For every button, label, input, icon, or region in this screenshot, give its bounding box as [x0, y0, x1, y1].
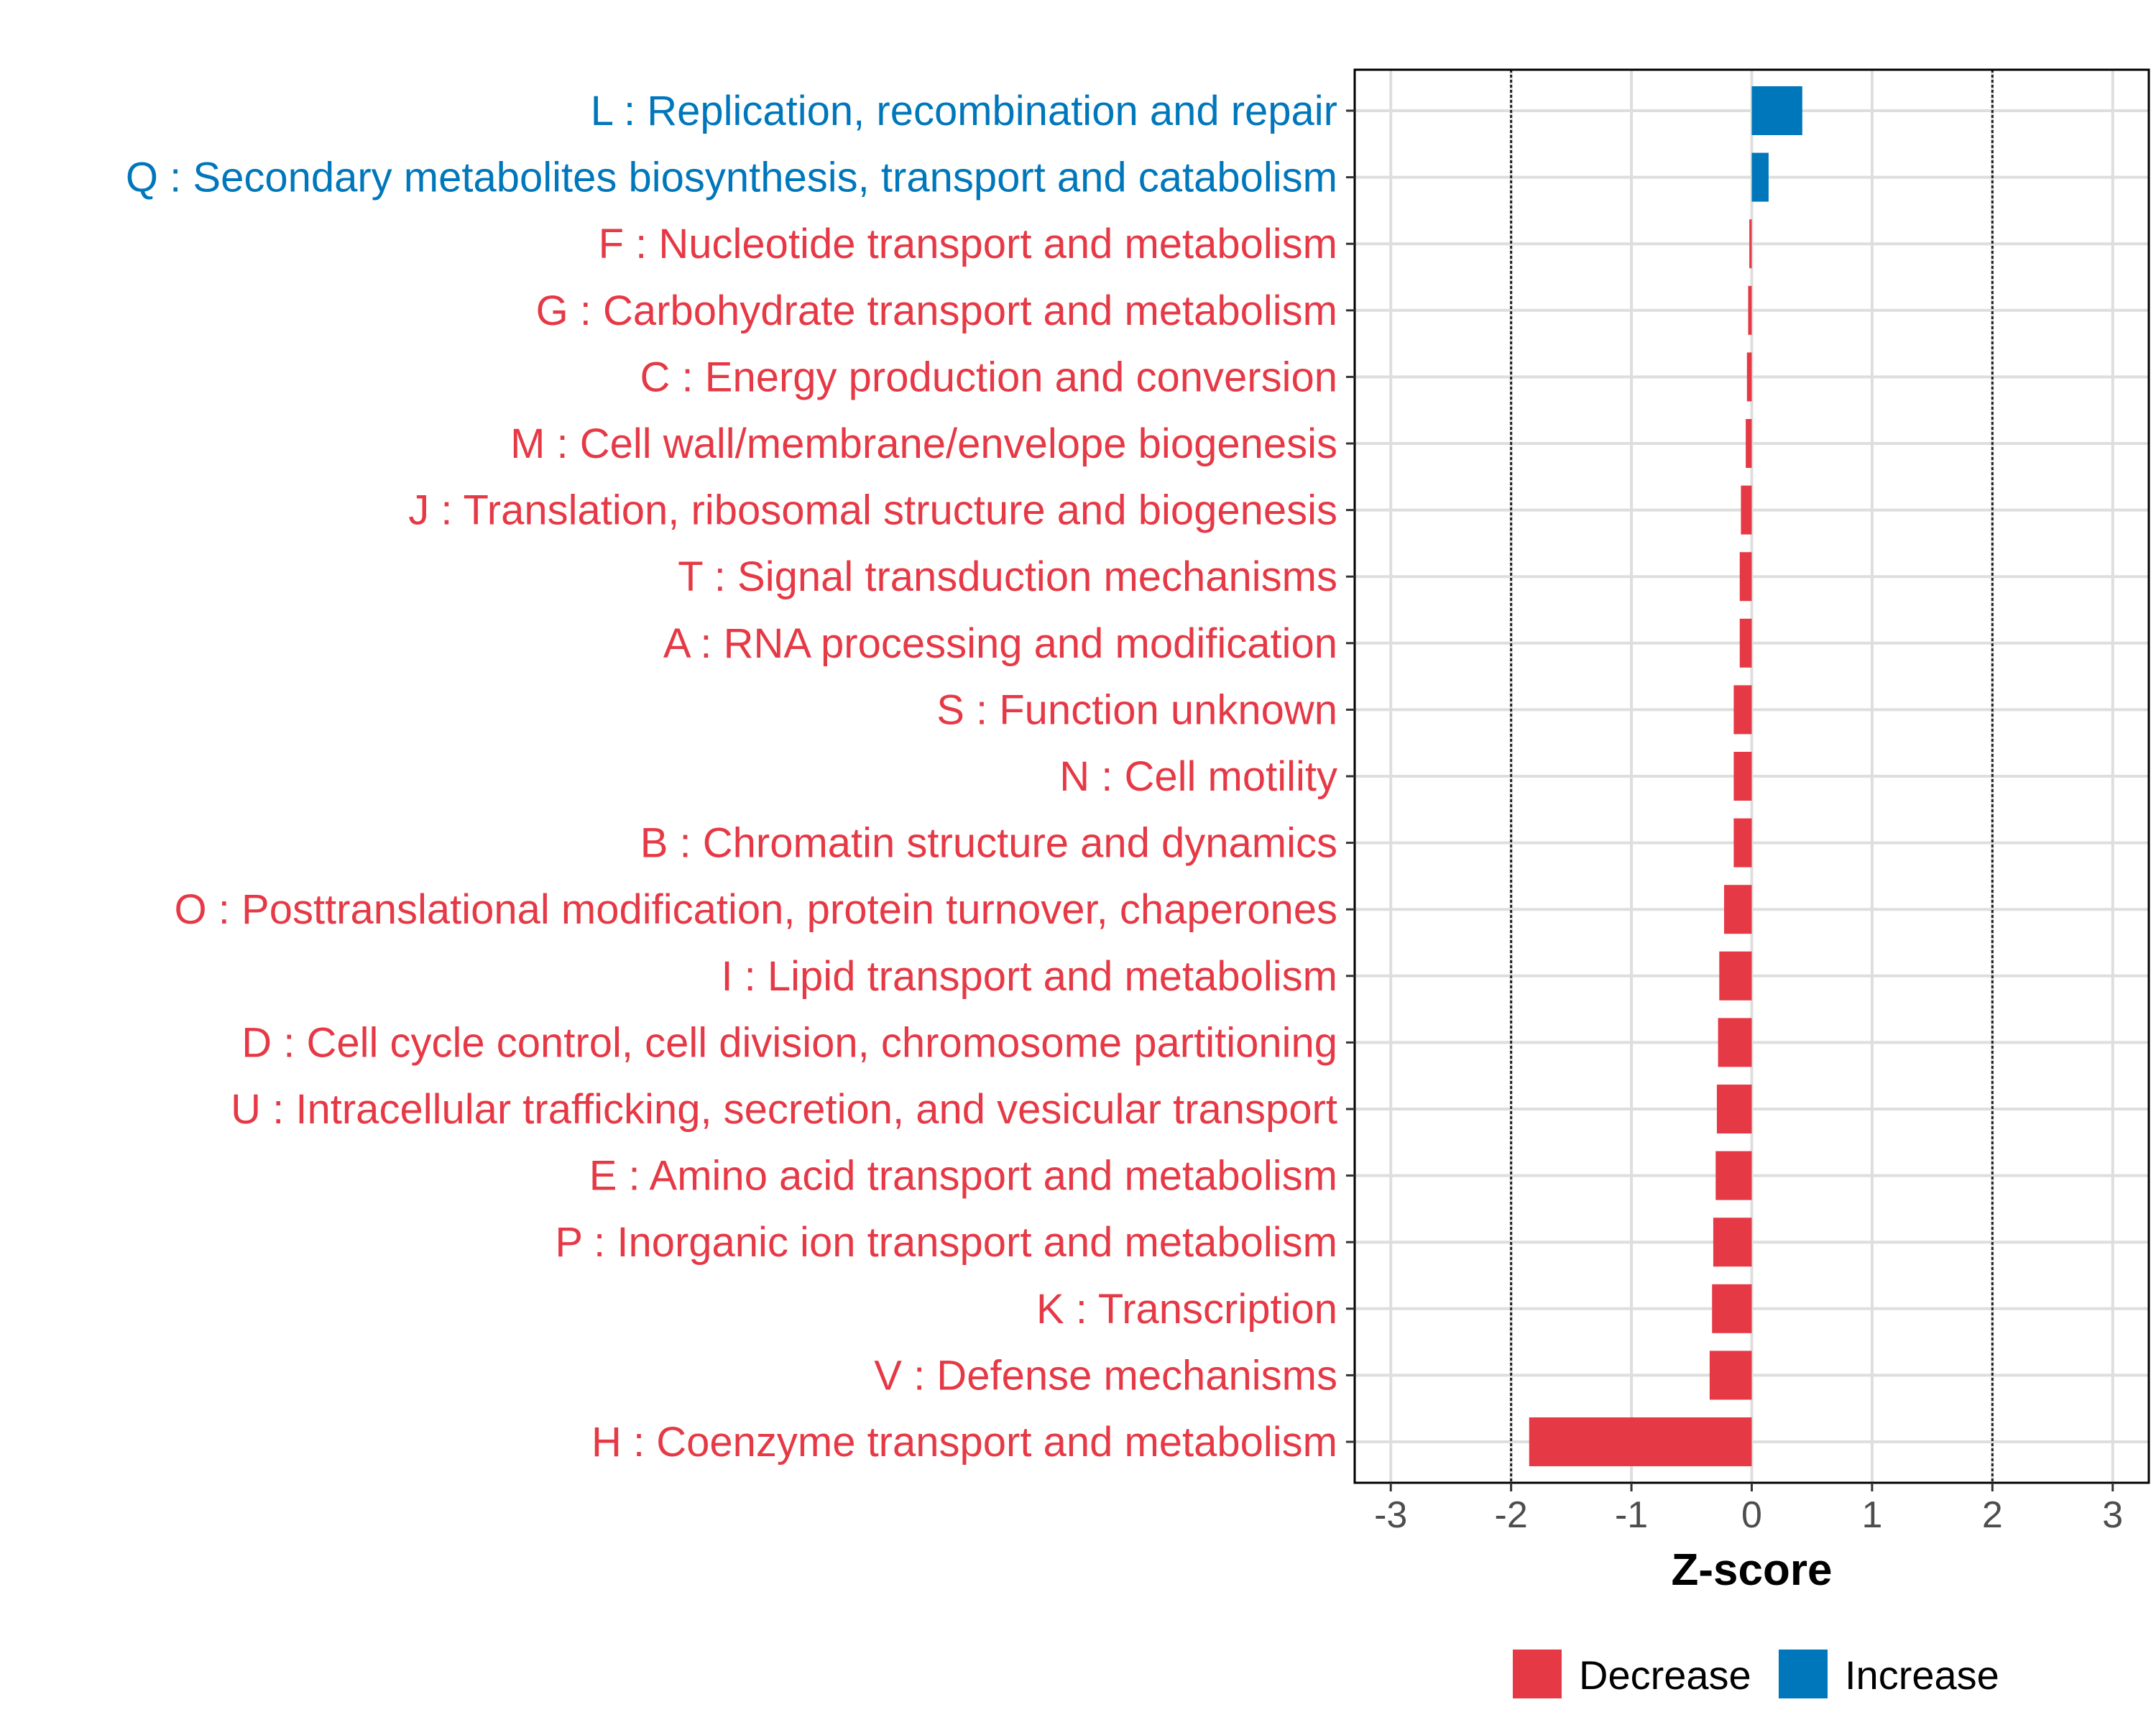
- x-axis-ticks: -3 -2 -1 0 1 2 3: [1374, 1483, 2123, 1536]
- bar: [1739, 618, 1752, 668]
- category-label: S : Function unknown: [936, 686, 1337, 733]
- category-label: L : Replication, recombination and repai…: [591, 88, 1337, 134]
- category-label: C : Energy production and conversion: [640, 354, 1337, 400]
- legend-swatch: [1779, 1650, 1828, 1698]
- category-label: U : Intracellular trafficking, secretion…: [231, 1086, 1337, 1133]
- category-label: A : RNA processing and modification: [663, 620, 1337, 667]
- category-label: P : Inorganic ion transport and metaboli…: [555, 1219, 1337, 1266]
- bar: [1748, 285, 1752, 335]
- bar: [1733, 685, 1752, 735]
- bar: [1718, 1018, 1752, 1067]
- bar: [1716, 1085, 1752, 1133]
- category-label: I : Lipid transport and metabolism: [721, 953, 1337, 1000]
- category-label: G : Carbohydrate transport and metabolis…: [536, 288, 1337, 334]
- category-labels: L : Replication, recombination and repai…: [126, 88, 1355, 1466]
- bar: [1733, 818, 1752, 868]
- legend-swatch: [1513, 1650, 1562, 1698]
- category-label: J : Translation, ribosomal structure and…: [408, 487, 1337, 534]
- bar: [1746, 419, 1752, 468]
- category-label: N : Cell motility: [1059, 753, 1337, 800]
- category-label: D : Cell cycle control, cell division, c…: [241, 1019, 1337, 1066]
- x-tick-label: 0: [1741, 1494, 1762, 1536]
- legend-label: Decrease: [1579, 1652, 1751, 1698]
- category-label: E : Amino acid transport and metabolism: [589, 1153, 1337, 1200]
- bar: [1746, 352, 1752, 402]
- x-tick-label: 3: [2102, 1494, 2123, 1536]
- bar: [1529, 1417, 1752, 1466]
- x-tick-label: 1: [1861, 1494, 1882, 1536]
- bar: [1709, 1351, 1752, 1400]
- category-label: O : Posttranslational modification, prot…: [175, 886, 1337, 933]
- bar-layer: [1529, 86, 1802, 1466]
- bar: [1715, 1151, 1752, 1200]
- x-tick-label: -3: [1374, 1494, 1407, 1536]
- category-label: Q : Secondary metabolites biosynthesis, …: [126, 155, 1337, 201]
- bar: [1719, 951, 1752, 1000]
- x-tick-label: -2: [1495, 1494, 1528, 1536]
- bar: [1751, 152, 1769, 202]
- x-tick-label: 2: [1982, 1494, 2003, 1536]
- category-label: K : Transcription: [1036, 1286, 1337, 1333]
- x-axis-title: Z-score: [1672, 1545, 1833, 1595]
- legend: Decrease Increase: [1513, 1650, 1999, 1698]
- legend-label: Increase: [1845, 1652, 1999, 1698]
- bar: [1723, 885, 1752, 934]
- bar: [1733, 752, 1752, 801]
- bar: [1739, 552, 1752, 602]
- category-label: M : Cell wall/membrane/envelope biogenes…: [510, 420, 1337, 467]
- category-label: B : Chromatin structure and dynamics: [640, 820, 1337, 867]
- bar: [1749, 219, 1752, 269]
- bar: [1712, 1284, 1752, 1333]
- category-label: V : Defense mechanisms: [874, 1352, 1337, 1399]
- bar: [1713, 1218, 1752, 1267]
- bar: [1741, 485, 1752, 535]
- bar: [1751, 86, 1802, 135]
- category-label: H : Coenzyme transport and metabolism: [591, 1419, 1337, 1466]
- category-label: T : Signal transduction mechanisms: [678, 553, 1337, 600]
- x-tick-label: -1: [1615, 1494, 1648, 1536]
- category-label: F : Nucleotide transport and metabolism: [599, 221, 1337, 267]
